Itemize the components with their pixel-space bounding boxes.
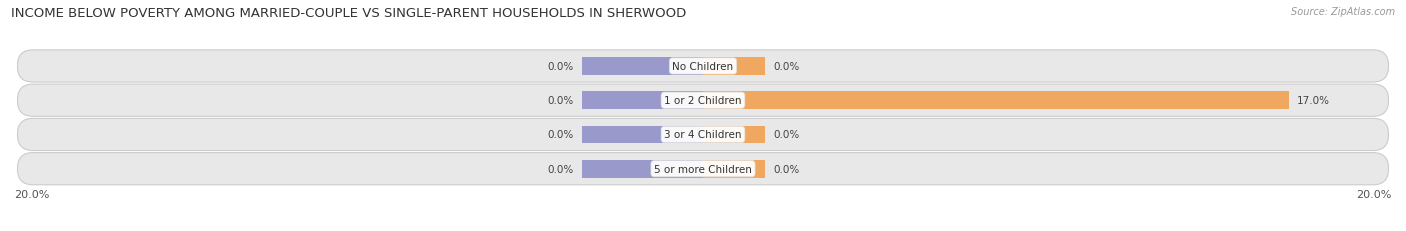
Text: 1 or 2 Children: 1 or 2 Children [664,96,742,106]
Text: 0.0%: 0.0% [547,130,574,140]
Text: 0.0%: 0.0% [547,62,574,72]
Text: 0.0%: 0.0% [773,130,800,140]
Text: INCOME BELOW POVERTY AMONG MARRIED-COUPLE VS SINGLE-PARENT HOUSEHOLDS IN SHERWOO: INCOME BELOW POVERTY AMONG MARRIED-COUPL… [11,7,686,20]
Bar [703,126,765,144]
Text: 0.0%: 0.0% [547,96,574,106]
Bar [582,126,703,144]
Bar [582,92,703,110]
FancyBboxPatch shape [17,85,1389,117]
Bar [703,58,765,76]
Text: 17.0%: 17.0% [1298,96,1330,106]
Text: 20.0%: 20.0% [14,189,49,199]
FancyBboxPatch shape [17,51,1389,83]
Bar [582,58,703,76]
FancyBboxPatch shape [17,119,1389,151]
Text: 5 or more Children: 5 or more Children [654,164,752,174]
Text: 3 or 4 Children: 3 or 4 Children [664,130,742,140]
Bar [703,160,765,178]
Text: Source: ZipAtlas.com: Source: ZipAtlas.com [1291,7,1395,17]
FancyBboxPatch shape [17,153,1389,185]
Text: 0.0%: 0.0% [773,164,800,174]
Bar [703,92,1289,110]
Text: 0.0%: 0.0% [547,164,574,174]
Text: 0.0%: 0.0% [773,62,800,72]
Bar [582,160,703,178]
Text: 20.0%: 20.0% [1357,189,1392,199]
Text: No Children: No Children [672,62,734,72]
